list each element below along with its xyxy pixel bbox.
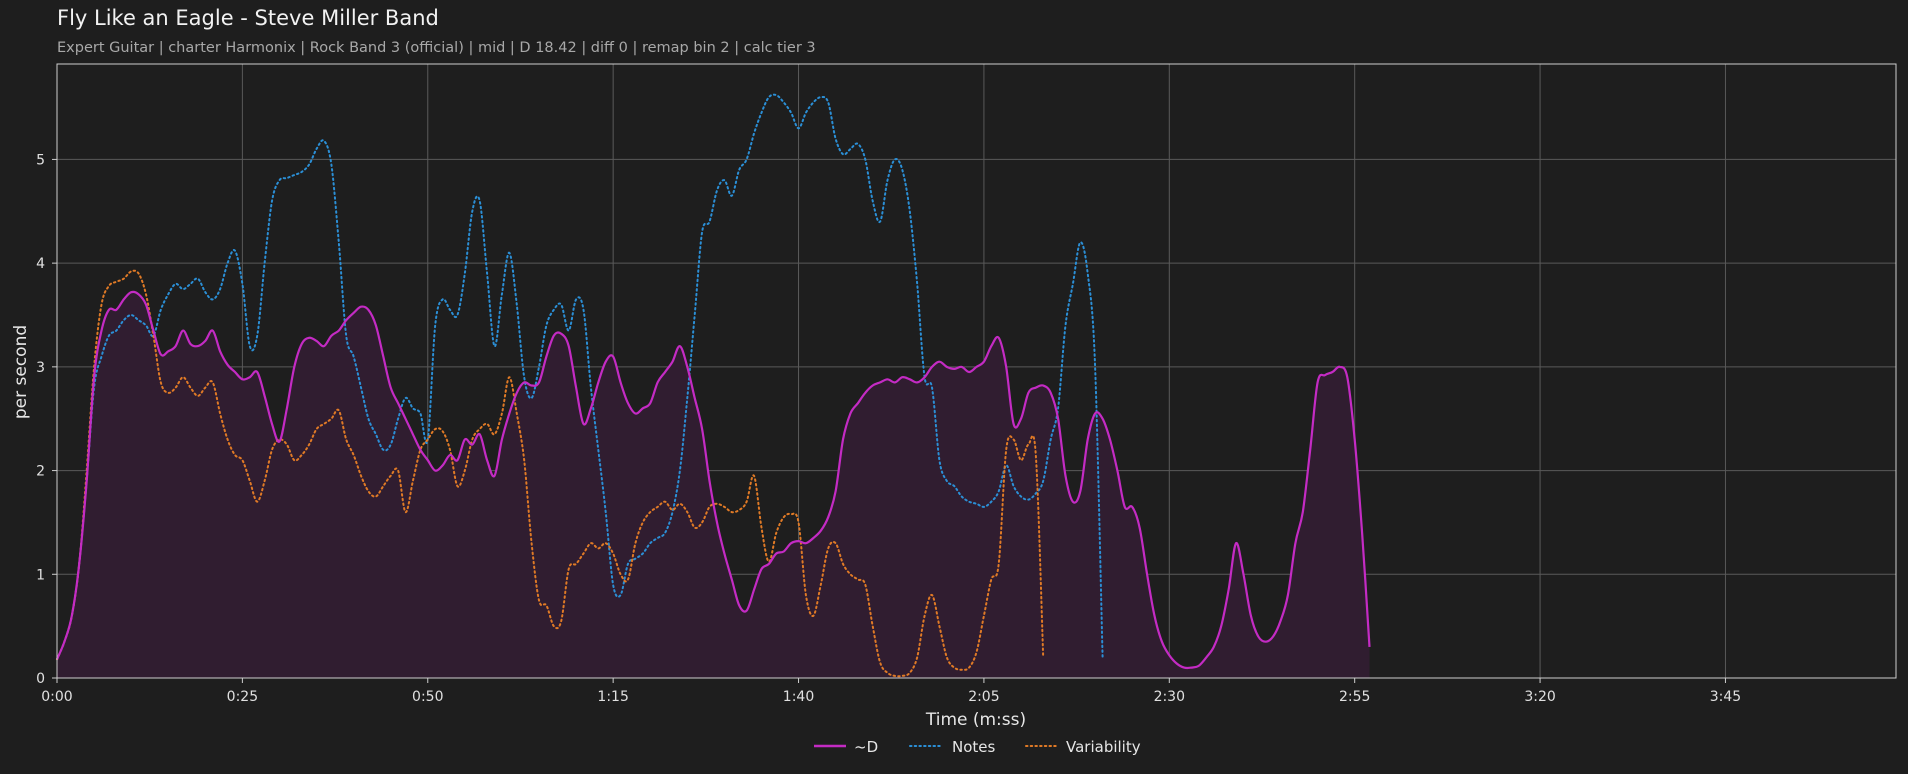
notes-series-line <box>56 93 1104 661</box>
chart-subtitle: Expert Guitar | charter Harmonix | Rock … <box>57 40 816 56</box>
d-series-line <box>55 290 1371 670</box>
legend-label-variability: Variability <box>1066 738 1141 756</box>
legend-label-d: ~D <box>854 738 878 756</box>
variability-series-line <box>56 269 1045 678</box>
legend-label-notes: Notes <box>952 738 996 756</box>
legend: ~D Notes Variability <box>814 738 1141 756</box>
x-axis-label: Time (m:ss) <box>925 710 1026 730</box>
x-tick-label: 2:30 <box>1154 689 1185 705</box>
series-lines <box>55 93 1371 678</box>
plot-frame <box>56 63 1897 679</box>
y-tick-label: 2 <box>36 464 45 480</box>
y-tick-label: 3 <box>36 360 45 376</box>
y-axis-ticks: 0 1 2 3 4 5 <box>36 152 57 687</box>
y-axis-label: per second <box>11 325 31 419</box>
y-tick-label: 4 <box>36 256 45 272</box>
x-tick-label: 2:05 <box>968 689 999 705</box>
x-tick-label: 0:25 <box>227 689 258 705</box>
x-tick-label: 1:40 <box>783 689 814 705</box>
x-tick-label: 0:00 <box>41 689 72 705</box>
y-tick-label: 0 <box>36 671 45 687</box>
x-tick-label: 0:50 <box>412 689 443 705</box>
y-tick-label: 1 <box>36 567 45 583</box>
x-tick-label: 2:55 <box>1339 689 1370 705</box>
y-tick-label: 5 <box>36 152 45 168</box>
x-tick-label: 1:15 <box>597 689 628 705</box>
x-tick-label: 3:45 <box>1710 689 1741 705</box>
chart-title: Fly Like an Eagle - Steve Miller Band <box>57 6 439 30</box>
x-axis-ticks: 0:00 0:25 0:50 1:15 1:40 2:05 2:30 2:55 3:20 3:45 <box>41 678 1741 705</box>
x-tick-label: 3:20 <box>1524 689 1555 705</box>
